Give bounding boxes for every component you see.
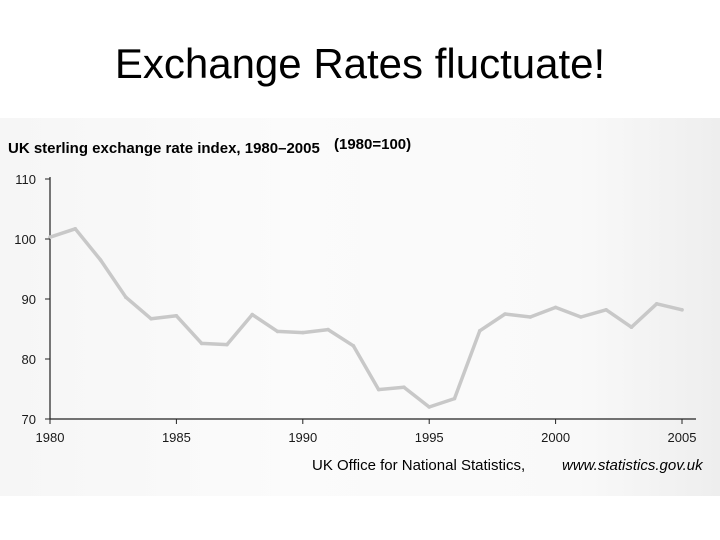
data-point	[301, 330, 305, 335]
data-point	[579, 315, 583, 319]
chart-title: UK sterling exchange rate index, 1980–20…	[8, 140, 320, 157]
data-point	[48, 235, 52, 239]
y-tick-label: 80	[22, 352, 36, 367]
x-tick-label: 1980	[36, 430, 65, 445]
data-point	[149, 317, 153, 321]
source-url: www.statistics.gov.uk	[562, 457, 704, 474]
data-point	[654, 302, 659, 306]
data-point	[629, 325, 634, 329]
data-point	[452, 396, 457, 401]
data-point	[604, 308, 608, 312]
x-tick-label: 2000	[541, 430, 570, 445]
data-point	[124, 295, 128, 299]
data-point	[427, 405, 432, 409]
y-tick-label: 110	[15, 172, 36, 187]
data-point	[174, 314, 179, 318]
data-point	[326, 327, 330, 332]
data-point	[250, 312, 255, 317]
data-point	[351, 344, 356, 348]
y-tick-label: 100	[14, 232, 36, 247]
series-line	[48, 227, 684, 409]
data-point	[680, 308, 684, 312]
x-tick-label: 1995	[415, 430, 444, 445]
source-label: UK Office for National Statistics,	[312, 457, 525, 474]
x-tick-label: 2005	[668, 430, 697, 445]
chart-panel: UK sterling exchange rate index, 1980–20…	[0, 118, 720, 496]
data-point	[225, 342, 229, 347]
data-point	[199, 341, 204, 346]
data-point	[402, 385, 406, 390]
data-point	[73, 227, 78, 231]
slide-title: Exchange Rates fluctuate!	[114, 40, 606, 87]
data-point	[275, 329, 280, 334]
data-point	[503, 312, 507, 316]
x-tick-label: 1985	[162, 430, 191, 445]
data-point	[528, 315, 533, 319]
data-point	[477, 329, 482, 333]
data-point	[376, 387, 381, 392]
exchange-rate-chart: UK sterling exchange rate index, 1980–20…	[8, 136, 704, 474]
y-tick-label: 70	[22, 412, 36, 427]
data-point	[553, 305, 558, 310]
x-tick-label: 1990	[288, 430, 317, 445]
y-tick-label: 90	[22, 292, 36, 307]
chart-subtitle: (1980=100)	[334, 136, 411, 153]
data-point	[98, 258, 103, 262]
